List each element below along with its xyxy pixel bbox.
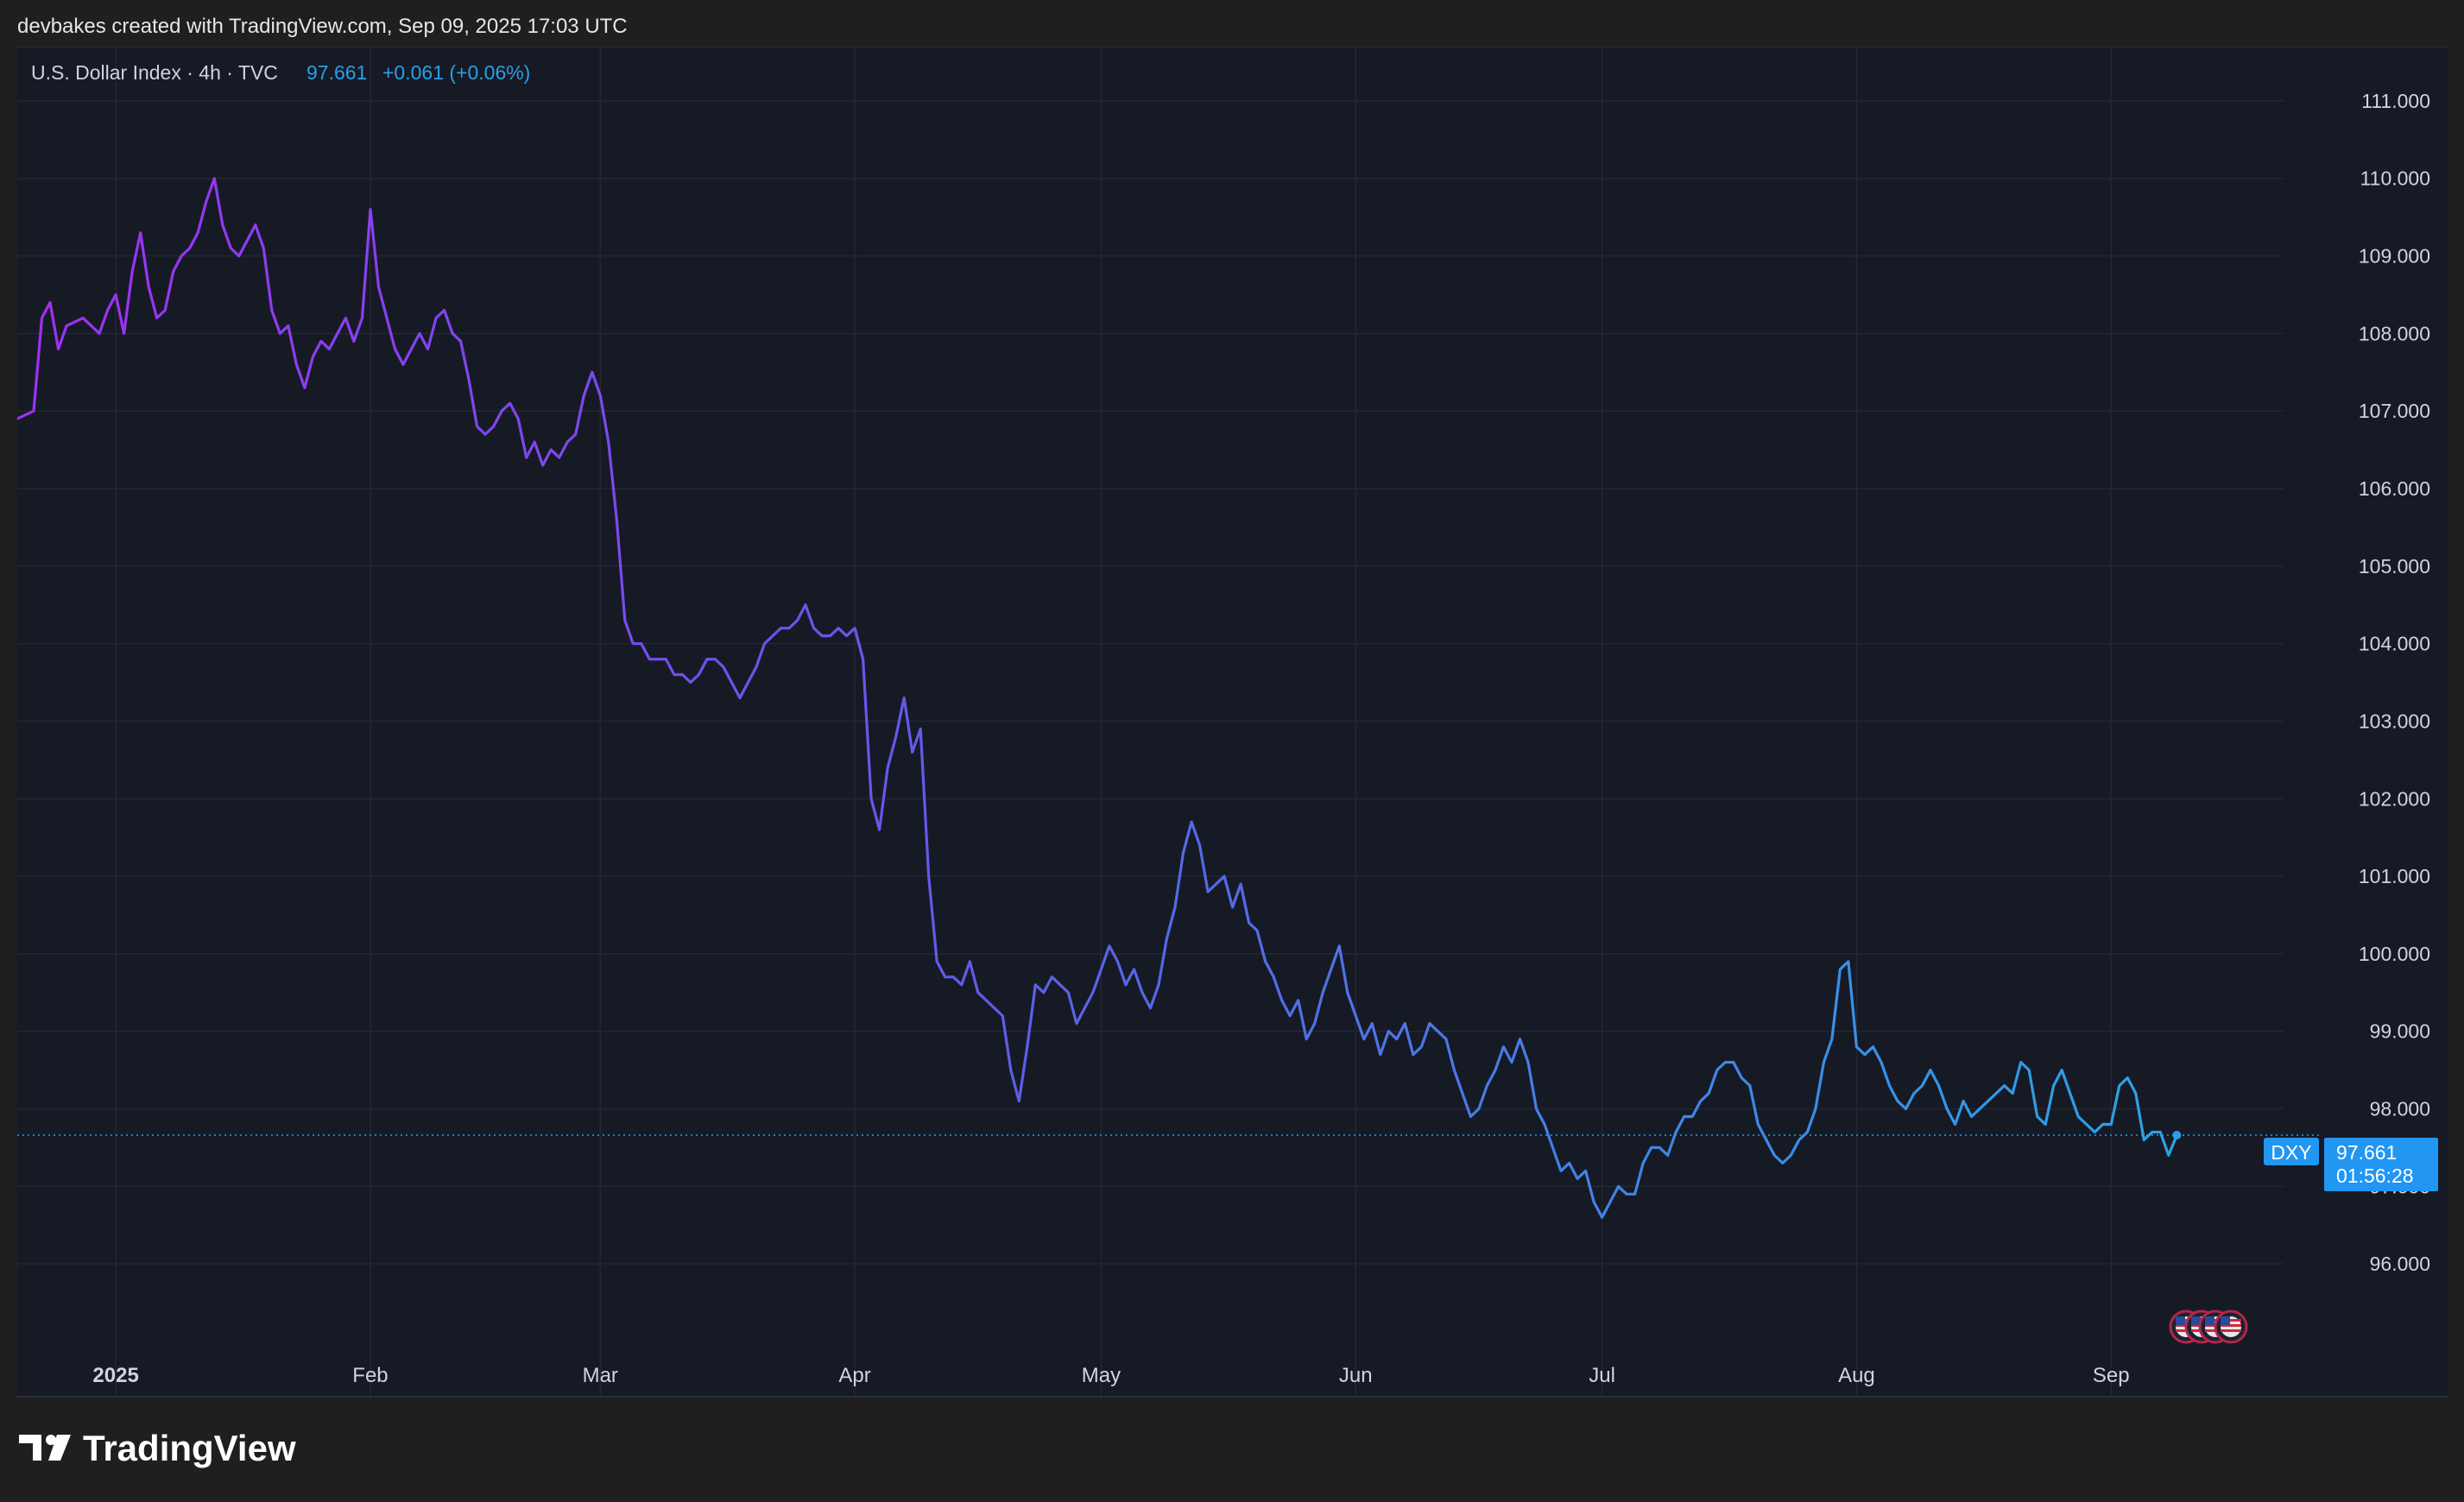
price-tick-label: 101.000 — [2359, 865, 2430, 887]
price-tick-label: 111.000 — [2361, 90, 2430, 112]
economic-events[interactable] — [2169, 1310, 2248, 1344]
time-tick-label: Jul — [1589, 1364, 1615, 1387]
price-tick-label: 106.000 — [2359, 477, 2430, 500]
price-tick-label: 102.000 — [2359, 787, 2430, 810]
price-axis-tag-countdown: 01:56:28 — [2336, 1164, 2414, 1187]
time-tick-label: May — [1082, 1364, 1121, 1387]
grid-lines — [17, 47, 2284, 1397]
time-tick-label: Feb — [352, 1364, 388, 1387]
tradingview-logo-icon — [19, 1435, 71, 1461]
price-tick-label: 105.000 — [2359, 555, 2430, 577]
ticker-tag-label: DXY — [2271, 1141, 2311, 1164]
price-tick-label: 100.000 — [2359, 943, 2430, 965]
price-tick-label: 103.000 — [2359, 710, 2430, 732]
price-axis-tag: 97.661 01:56:28 — [2324, 1138, 2438, 1191]
dxy-price-line[interactable] — [17, 177, 2178, 1219]
price-tick-label: 98.000 — [2370, 1098, 2430, 1120]
price-change-text: +0.061 (+0.06%) — [382, 61, 530, 84]
time-tick-label: Mar — [583, 1364, 618, 1387]
time-tick-label: Jun — [1339, 1364, 1373, 1387]
ticker-tag: DXY — [2264, 1138, 2319, 1165]
price-tick-label: 109.000 — [2359, 245, 2430, 268]
price-axis-tag-value: 97.661 — [2336, 1141, 2397, 1164]
last-price-text: 97.661 — [306, 61, 367, 84]
last-price-dot — [2172, 1130, 2182, 1139]
symbol-title: U.S. Dollar Index · 4h · TVC — [31, 61, 278, 84]
time-tick-label: Sep — [2093, 1364, 2130, 1387]
time-tick-label: 2025 — [92, 1364, 138, 1387]
time-tick-label: Apr — [838, 1364, 870, 1387]
price-axis[interactable]: 96.00097.00098.00099.000100.000101.00010… — [2359, 90, 2430, 1275]
price-tick-label: 104.000 — [2359, 633, 2430, 655]
price-tick-label: 99.000 — [2370, 1020, 2430, 1043]
tradingview-wordmark: TradingView — [83, 1428, 296, 1468]
price-tick-label: 110.000 — [2360, 167, 2430, 190]
tradingview-logo: TradingView — [19, 1428, 296, 1468]
price-tick-label: 96.000 — [2370, 1253, 2430, 1275]
price-tick-label: 107.000 — [2359, 400, 2430, 422]
time-tick-label: Aug — [1838, 1364, 1875, 1387]
price-tick-label: 108.000 — [2359, 322, 2430, 344]
us-flag-icon[interactable] — [2214, 1310, 2248, 1344]
symbol-legend[interactable]: U.S. Dollar Index · 4h · TVC 97.661 +0.0… — [31, 61, 530, 84]
header-credit: devbakes created with TradingView.com, S… — [17, 15, 628, 38]
time-axis[interactable]: 2025 Feb Mar Apr May Jun Jul Aug Sep — [92, 1364, 2129, 1387]
